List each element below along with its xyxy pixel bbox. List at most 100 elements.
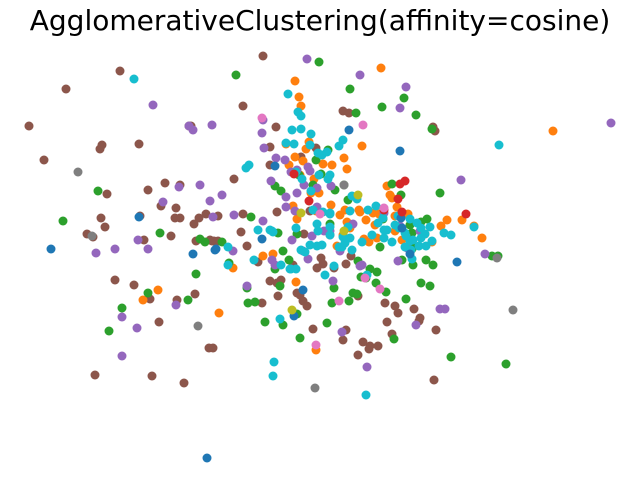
scatter-point xyxy=(414,241,424,251)
scatter-point xyxy=(95,144,105,154)
scatter-point xyxy=(134,139,144,149)
scatter-point xyxy=(371,201,381,211)
scatter-point xyxy=(375,242,385,252)
scatter-point xyxy=(268,227,278,237)
scatter-point xyxy=(166,231,176,241)
scatter-point xyxy=(326,200,336,210)
scatter-point xyxy=(501,359,511,369)
scatter-point xyxy=(326,181,336,191)
scatter-point xyxy=(273,291,283,301)
scatter-point xyxy=(184,121,194,131)
scatter-point xyxy=(306,186,316,196)
scatter-point xyxy=(436,221,446,231)
scatter-point xyxy=(275,314,285,324)
scatter-point xyxy=(318,259,328,269)
scatter-point xyxy=(143,288,153,298)
scatter-point xyxy=(265,276,275,286)
scatter-point xyxy=(296,124,306,134)
scatter-point xyxy=(313,226,323,236)
scatter-point xyxy=(345,84,355,94)
scatter-point xyxy=(416,233,426,243)
scatter-point xyxy=(153,285,163,295)
cluster-series-5 xyxy=(46,125,462,463)
chart-title: AgglomerativeClustering(affinity=cosine) xyxy=(29,4,611,37)
scatter-point xyxy=(456,175,466,185)
scatter-point xyxy=(380,298,390,308)
scatter-point xyxy=(387,179,397,189)
scatter-point xyxy=(325,230,335,240)
scatter-point xyxy=(171,300,181,310)
scatter-point xyxy=(358,337,368,347)
scatter-point xyxy=(229,174,239,184)
scatter-point xyxy=(382,317,392,327)
scatter-point xyxy=(290,152,300,162)
scatter-point xyxy=(229,210,239,220)
scatter-point xyxy=(480,249,490,259)
scatter-point xyxy=(287,235,297,245)
scatter-point xyxy=(342,164,352,174)
scatter-point xyxy=(297,174,307,184)
scatter-point xyxy=(154,317,164,327)
scatter-point xyxy=(305,240,315,250)
scatter-point xyxy=(425,281,435,291)
scatter-point xyxy=(393,256,403,266)
scatter-point xyxy=(171,203,181,213)
scatter-point xyxy=(143,244,153,254)
scatter-point xyxy=(405,249,415,259)
scatter-point xyxy=(409,304,419,314)
scatter-point xyxy=(508,305,518,315)
scatter-point xyxy=(427,124,437,134)
scatter-point xyxy=(91,248,101,258)
scatter-point xyxy=(421,241,431,251)
scatter-point xyxy=(278,246,288,256)
scatter-point xyxy=(276,186,286,196)
scatter-point xyxy=(96,213,106,223)
scatter-point xyxy=(411,320,421,330)
scatter-point xyxy=(129,280,139,290)
scatter-point xyxy=(284,255,294,265)
scatter-point xyxy=(401,294,411,304)
scatter-point xyxy=(397,207,407,217)
scatter-point xyxy=(327,160,337,170)
scatter-point xyxy=(294,92,304,102)
scatter-point xyxy=(435,188,445,198)
scatter-point xyxy=(357,141,367,151)
scatter-point xyxy=(329,261,339,271)
scatter-point xyxy=(266,176,276,186)
scatter-point xyxy=(160,178,170,188)
scatter-point xyxy=(338,135,348,145)
scatter-point xyxy=(322,318,332,328)
scatter-point xyxy=(401,82,411,92)
scatter-point xyxy=(238,209,248,219)
scatter-point xyxy=(257,298,267,308)
scatter-point xyxy=(280,155,290,165)
scatter-point xyxy=(258,51,268,61)
scatter-point xyxy=(289,169,299,179)
scatter-point xyxy=(281,138,291,148)
scatter-point xyxy=(390,301,400,311)
scatter-point xyxy=(296,111,306,121)
scatter-point xyxy=(115,66,125,76)
scatter-point xyxy=(314,57,324,67)
cluster-series-8 xyxy=(73,167,518,393)
scatter-point xyxy=(360,273,370,283)
scatter-point xyxy=(102,189,112,199)
scatter-point xyxy=(271,122,281,132)
scatter-point xyxy=(379,233,389,243)
scatter-point xyxy=(205,196,215,206)
scatter-point xyxy=(238,101,248,111)
scatter-point xyxy=(117,303,127,313)
scatter-point xyxy=(270,161,280,171)
scatter-point xyxy=(364,237,374,247)
scatter-point xyxy=(290,76,300,86)
scatter-point xyxy=(259,143,269,153)
scatter-point xyxy=(195,180,205,190)
scatter-point xyxy=(281,202,291,212)
scatter-point xyxy=(337,327,347,337)
scatter-point xyxy=(271,153,281,163)
scatter-point xyxy=(314,170,324,180)
scatter-point xyxy=(147,371,157,381)
scatter-point xyxy=(158,197,168,207)
scatter-point xyxy=(217,190,227,200)
scatter-point xyxy=(320,270,330,280)
